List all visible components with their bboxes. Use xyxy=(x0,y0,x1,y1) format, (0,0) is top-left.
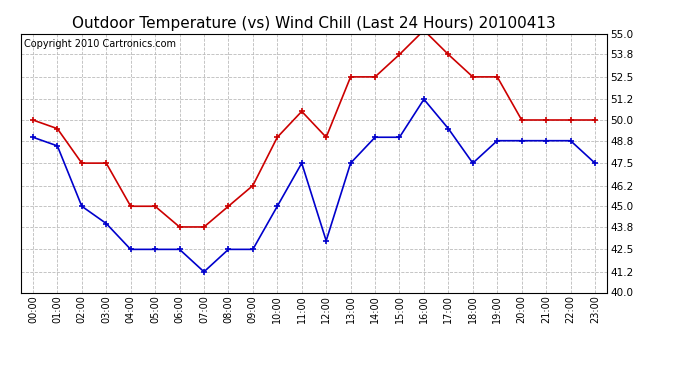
Title: Outdoor Temperature (vs) Wind Chill (Last 24 Hours) 20100413: Outdoor Temperature (vs) Wind Chill (Las… xyxy=(72,16,556,31)
Text: Copyright 2010 Cartronics.com: Copyright 2010 Cartronics.com xyxy=(23,39,176,49)
